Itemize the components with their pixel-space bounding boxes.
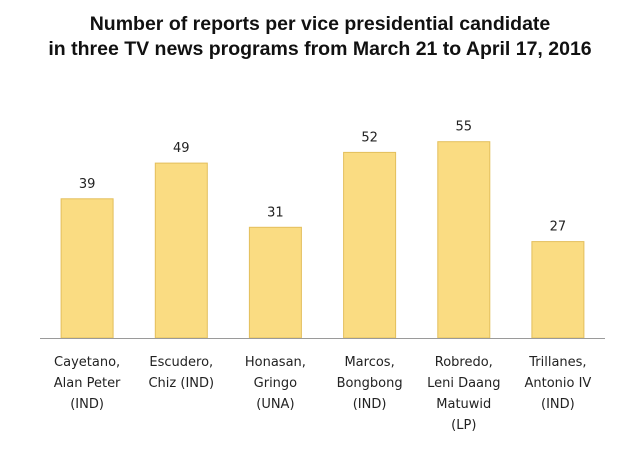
category-label-2-line-1: Escudero,	[149, 355, 213, 370]
category-label-1-line-2: Alan Peter	[54, 376, 121, 391]
category-label-6-line-2: Antonio IV	[524, 376, 591, 391]
category-label-1: Cayetano, Alan Peter (IND)	[54, 355, 121, 412]
value-label-5: 55	[456, 120, 473, 135]
chart-title: Number of reports per vice presidential …	[0, 12, 640, 62]
category-label-6-line-3: (IND)	[541, 397, 575, 412]
value-labels-group: 39 49 31 52 55 27	[79, 120, 566, 235]
category-label-5: Robredo, Leni Daang Matuwid (LP)	[427, 355, 500, 433]
bar-5	[437, 141, 491, 339]
category-label-3: Honasan, Gringo (UNA)	[245, 355, 306, 412]
category-label-4: Marcos, Bongbong (IND)	[337, 355, 403, 412]
category-labels-group: Cayetano, Alan Peter (IND) Escudero, Chiz (I…	[54, 355, 592, 433]
category-label-6: Trillanes, Antonio IV (IND)	[524, 355, 591, 412]
chart-title-line-2: in three TV news programs from March 21 …	[48, 38, 592, 60]
value-label-2: 49	[173, 141, 190, 156]
bar-4	[343, 151, 397, 339]
category-label-1-line-3: (IND)	[70, 397, 104, 412]
value-label-1: 39	[79, 177, 96, 192]
category-label-5-line-2: Leni Daang	[427, 376, 500, 391]
category-label-1-line-1: Cayetano,	[54, 355, 120, 370]
bar-3	[248, 226, 302, 339]
category-label-3-line-3: (UNA)	[256, 397, 294, 412]
category-label-3-line-1: Honasan,	[245, 355, 306, 370]
category-label-5-line-4: (LP)	[451, 418, 476, 433]
bar-2	[154, 162, 208, 339]
category-label-4-line-3: (IND)	[353, 397, 387, 412]
category-label-2: Escudero, Chiz (IND)	[148, 355, 214, 391]
category-label-5-line-3: Matuwid	[436, 397, 491, 412]
bars-group	[60, 141, 585, 339]
value-label-4: 52	[361, 130, 378, 145]
category-label-6-line-1: Trillanes,	[528, 355, 586, 370]
value-label-3: 31	[267, 205, 284, 220]
category-label-2-line-2: Chiz (IND)	[148, 376, 214, 391]
bar-6	[531, 241, 585, 339]
bar-1	[60, 198, 114, 339]
category-label-3-line-2: Gringo	[254, 376, 298, 391]
category-label-4-line-1: Marcos,	[344, 355, 394, 370]
category-label-4-line-2: Bongbong	[337, 376, 403, 391]
chart-title-line-1: Number of reports per vice presidential …	[89, 13, 551, 35]
category-label-5-line-1: Robredo,	[435, 355, 493, 370]
value-label-6: 27	[550, 220, 567, 235]
